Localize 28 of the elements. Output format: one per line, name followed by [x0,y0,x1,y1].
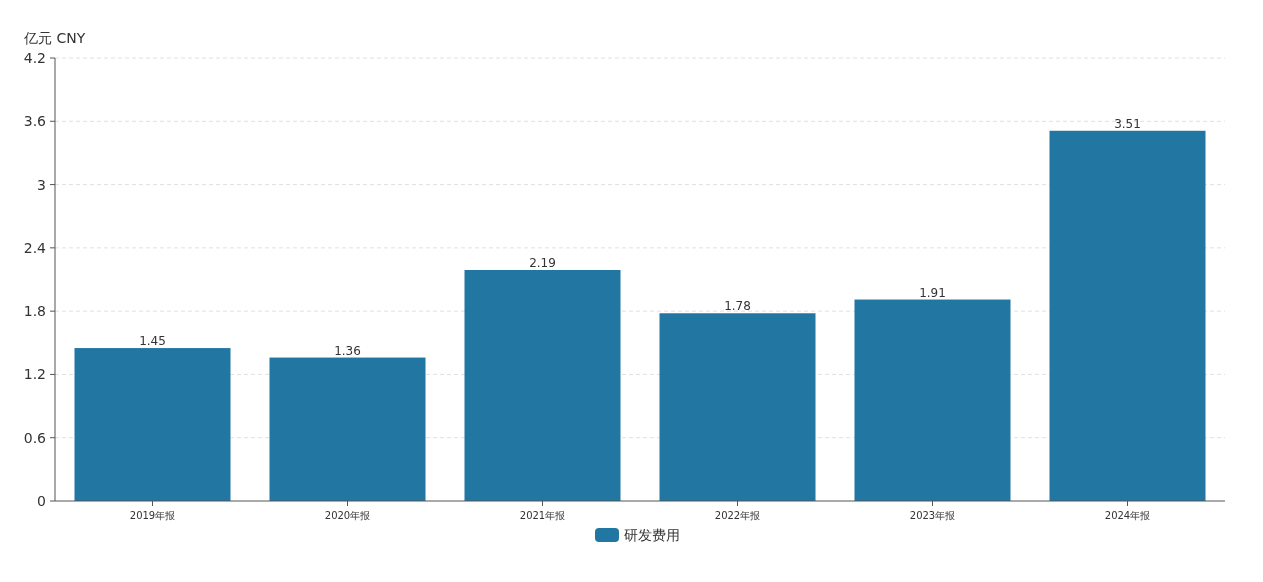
y-tick-label: 3 [37,176,46,193]
x-tick-label: 2021年报 [519,510,566,521]
y-tick-label: 2.4 [23,239,47,256]
bar [1049,130,1206,501]
data-label: 1.78 [724,299,751,314]
data-label: 1.45 [139,334,166,349]
x-tick-label: 2020年报 [324,510,371,521]
x-tick-label: 2019年报 [129,510,176,521]
bar [74,348,231,501]
data-label: 3.51 [1114,116,1141,131]
bar [854,299,1011,501]
bar [464,270,621,501]
bar [659,313,816,501]
data-label: 1.36 [334,343,361,358]
bar [269,357,426,501]
y-tick-label: 1.2 [23,366,46,383]
y-tick-label: 3.6 [23,113,47,130]
y-axis-title: 亿元 CNY [23,30,86,46]
y-tick-label: 0.6 [23,429,47,446]
x-tick-label: 2023年报 [909,510,956,521]
x-tick-label: 2024年报 [1104,510,1151,521]
data-label: 2.19 [529,256,556,271]
y-tick-label: 1.8 [23,303,46,320]
x-tick-label: 2022年报 [714,510,761,521]
y-tick-label: 4.2 [23,50,46,66]
data-label: 1.91 [919,285,946,300]
y-tick-label: 0 [37,493,46,509]
legend-label: 研发费用 [624,527,680,543]
